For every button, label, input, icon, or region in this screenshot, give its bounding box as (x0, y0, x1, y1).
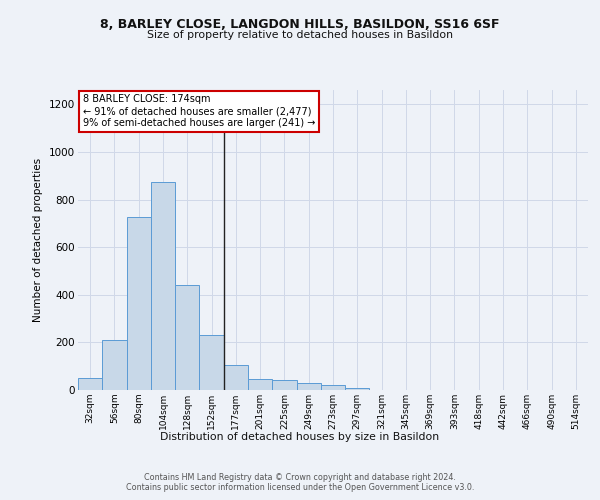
Bar (151, 182, 175, 390)
Text: 8 BARLEY CLOSE: 174sqm
← 91% of detached houses are smaller (2,477)
9% of semi-d: 8 BARLEY CLOSE: 174sqm ← 91% of detached… (83, 94, 316, 128)
Bar (296, 383, 321, 390)
Text: Contains public sector information licensed under the Open Government Licence v3: Contains public sector information licen… (126, 484, 474, 492)
Text: Contains HM Land Registry data © Crown copyright and database right 2024.: Contains HM Land Registry data © Crown c… (144, 472, 456, 482)
Bar (102, 340, 127, 390)
Text: Distribution of detached houses by size in Basildon: Distribution of detached houses by size … (160, 432, 440, 442)
Text: 8, BARLEY CLOSE, LANGDON HILLS, BASILDON, SS16 6SF: 8, BARLEY CLOSE, LANGDON HILLS, BASILDON… (100, 18, 500, 30)
Bar (321, 385, 345, 390)
Bar (175, 285, 199, 390)
Text: Size of property relative to detached houses in Basildon: Size of property relative to detached ho… (147, 30, 453, 40)
Bar (78, 378, 102, 390)
Bar (248, 379, 272, 390)
Bar (199, 335, 224, 390)
Bar (345, 388, 370, 390)
Bar (224, 364, 248, 390)
Y-axis label: Number of detached properties: Number of detached properties (34, 158, 43, 322)
Bar (272, 380, 296, 390)
Bar (127, 218, 151, 390)
